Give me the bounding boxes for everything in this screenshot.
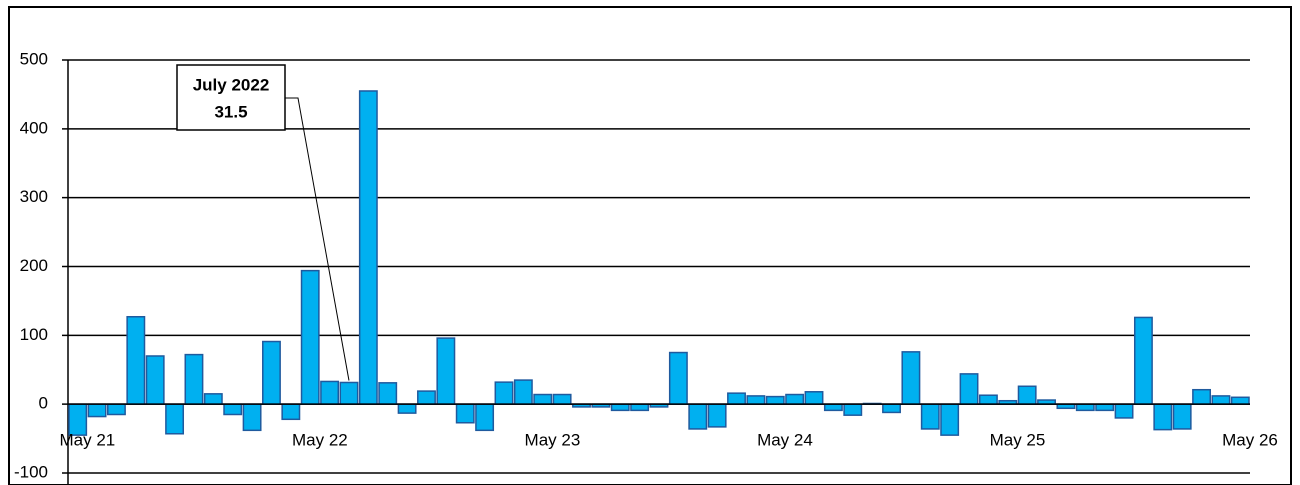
bar	[358, 90, 378, 405]
bar	[1133, 316, 1153, 405]
y-tick-label: 500	[20, 49, 48, 68]
bar	[455, 403, 475, 424]
bar	[882, 403, 901, 414]
bar	[1095, 403, 1115, 412]
bar	[494, 381, 514, 405]
bar	[281, 403, 301, 421]
y-tick-label: 200	[20, 256, 48, 275]
bar	[1075, 403, 1095, 412]
x-tick-label: May 22	[292, 430, 348, 449]
y-tick-label: 300	[20, 187, 48, 206]
bar	[920, 403, 940, 430]
bar	[533, 393, 553, 405]
bar	[145, 355, 165, 405]
bar	[901, 351, 921, 405]
callout-label: July 2022	[193, 75, 270, 94]
bar	[475, 403, 495, 432]
y-tick-label: -100	[14, 462, 48, 481]
bar	[746, 395, 766, 405]
bar	[1172, 403, 1192, 430]
bar	[436, 337, 456, 405]
bar	[707, 403, 727, 428]
bar	[339, 381, 359, 405]
bar	[203, 393, 223, 405]
bar	[397, 403, 417, 414]
y-tick-label: 100	[20, 325, 48, 344]
bar	[87, 403, 107, 418]
bar	[107, 403, 126, 416]
bar	[1153, 403, 1173, 431]
y-tick-label: 400	[20, 118, 48, 137]
bar	[552, 393, 572, 405]
bar	[1230, 396, 1250, 405]
x-tick-label: May 24	[757, 430, 813, 449]
bar	[513, 379, 533, 405]
bar	[785, 393, 805, 405]
bar	[804, 391, 824, 405]
bar	[1192, 388, 1211, 405]
x-tick-label: May 25	[990, 430, 1046, 449]
bar	[126, 315, 146, 405]
bar	[940, 403, 960, 436]
callout-leader	[285, 97, 350, 381]
bar	[1114, 403, 1134, 419]
x-tick-label: May 26	[1222, 430, 1278, 449]
callout-box	[176, 64, 286, 131]
bar	[223, 403, 243, 416]
bar	[959, 373, 979, 405]
bar	[300, 269, 320, 405]
bar	[843, 403, 863, 416]
bar	[688, 403, 708, 430]
bar	[184, 353, 204, 405]
bar	[630, 403, 650, 412]
bar	[1017, 385, 1037, 405]
y-tick-label: 0	[39, 394, 48, 413]
callout-value: 31.5	[214, 102, 247, 121]
bar	[417, 390, 436, 405]
bar	[1211, 395, 1231, 405]
bar	[823, 403, 843, 412]
bar	[765, 395, 785, 405]
bar	[610, 403, 630, 412]
bar	[262, 340, 281, 405]
bar	[668, 351, 688, 405]
bar	[320, 380, 340, 405]
bar	[165, 403, 185, 435]
x-tick-label: May 23	[525, 430, 581, 449]
bar	[978, 394, 998, 405]
bar	[727, 392, 746, 405]
x-tick-label: May 21	[60, 430, 116, 449]
bar	[378, 382, 398, 405]
bar	[242, 403, 262, 432]
